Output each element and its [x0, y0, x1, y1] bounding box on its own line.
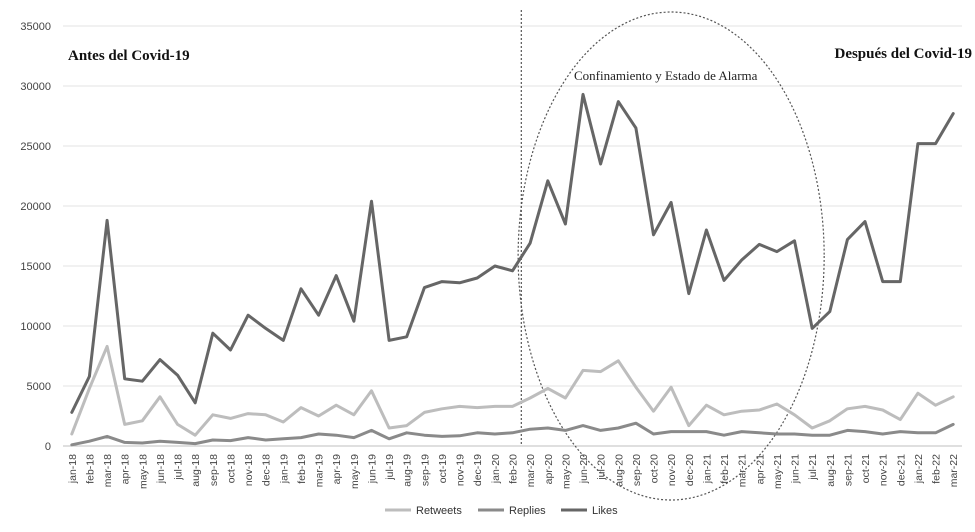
x-tick-label: dec-20 [684, 454, 696, 486]
x-tick-label: jan-21 [701, 454, 713, 484]
x-tick-label: oct-21 [860, 454, 872, 483]
x-tick-label: mar-22 [948, 454, 960, 487]
series-line-replies [70, 421, 955, 447]
x-tick-label: nov-21 [878, 454, 890, 486]
x-tick-label: jan-18 [67, 454, 79, 484]
series-line-retweets [70, 344, 955, 437]
x-tick-label: aug-18 [190, 454, 202, 487]
x-axis-tick-labels: jan-18 feb-18 mar-18 apr-18 may-18 jun-18 jul-… [67, 454, 960, 489]
x-tick-label: feb-18 [84, 454, 96, 484]
x-tick-label: apr-21 [754, 454, 766, 485]
legend-label: Likes [592, 505, 618, 517]
before-covid-label: Antes del Covid-19 [68, 48, 190, 64]
x-tick-label: jun-19 [366, 454, 378, 484]
x-tick-label: sep-19 [419, 454, 431, 486]
y-tick-label: 5000 [27, 381, 51, 393]
x-tick-label: dec-21 [895, 454, 907, 486]
x-tick-label: may-21 [772, 454, 784, 489]
x-tick-label: mar-18 [102, 454, 114, 487]
lockdown-label: Confinamiento y Estado de Alarma [574, 68, 758, 83]
x-tick-label: jul-19 [384, 454, 396, 481]
x-tick-label: nov-18 [243, 454, 255, 486]
x-tick-label: aug-19 [402, 454, 414, 487]
x-tick-label: jun-18 [155, 454, 167, 484]
x-tick-label: oct-19 [437, 454, 449, 483]
annotations: Antes del Covid-19 Después del Covid-19 Co… [68, 10, 972, 501]
x-tick-label: apr-20 [543, 454, 555, 485]
x-tick-label: aug-21 [825, 454, 837, 487]
x-tick-label: nov-20 [666, 454, 678, 486]
x-tick-label: jan-20 [490, 454, 502, 484]
x-tick-label: may-18 [137, 454, 149, 489]
x-tick-label: mar-21 [737, 454, 749, 487]
lockdown-ellipse [517, 11, 825, 501]
y-tick-label: 10000 [20, 321, 51, 333]
x-tick-label: feb-21 [719, 454, 731, 484]
x-tick-label: jul-18 [173, 454, 185, 481]
x-tick-label: dec-18 [261, 454, 273, 486]
y-tick-label: 20000 [20, 201, 51, 213]
series-lines [70, 92, 955, 447]
y-tick-label: 35000 [20, 21, 51, 33]
after-covid-label: Después del Covid-19 [834, 46, 972, 62]
x-tick-label: mar-20 [525, 454, 537, 487]
y-tick-label: 15000 [20, 261, 51, 273]
x-tick-label: jun-21 [790, 454, 802, 484]
x-tick-label: jul-20 [596, 454, 608, 481]
x-tick-label: jan-19 [278, 454, 290, 484]
x-tick-label: aug-20 [613, 454, 625, 487]
x-tick-label: feb-20 [508, 454, 520, 484]
legend-label: Retweets [416, 505, 462, 517]
x-tick-label: feb-22 [931, 454, 943, 484]
series-line-likes [70, 92, 955, 414]
x-tick-label: apr-18 [120, 454, 132, 485]
x-tick-label: sep-18 [208, 454, 220, 486]
x-tick-label: sep-20 [631, 454, 643, 486]
y-tick-label: 0 [45, 441, 51, 453]
x-tick-label: oct-18 [225, 454, 237, 483]
legend: Retweets Replies Likes [385, 505, 618, 517]
x-tick-label: may-20 [560, 454, 572, 489]
x-tick-label: jul-21 [807, 454, 819, 481]
x-tick-label: may-19 [349, 454, 361, 489]
x-tick-label: apr-19 [331, 454, 343, 485]
x-tick-label: mar-19 [314, 454, 326, 487]
x-tick-label: jan-22 [913, 454, 925, 484]
grid-lines [63, 25, 962, 447]
x-tick-label: dec-19 [472, 454, 484, 486]
y-tick-label: 30000 [20, 81, 51, 93]
x-tick-label: feb-19 [296, 454, 308, 484]
x-tick-label: sep-21 [842, 454, 854, 486]
x-tick-label: jun-20 [578, 454, 590, 484]
legend-label: Replies [509, 505, 546, 517]
x-tick-label: oct-20 [649, 454, 661, 483]
y-axis-tick-labels: 0 5000 10000 15000 20000 25000 30000 35000 [20, 21, 51, 453]
y-tick-label: 25000 [20, 141, 51, 153]
x-tick-label: nov-19 [455, 454, 467, 486]
